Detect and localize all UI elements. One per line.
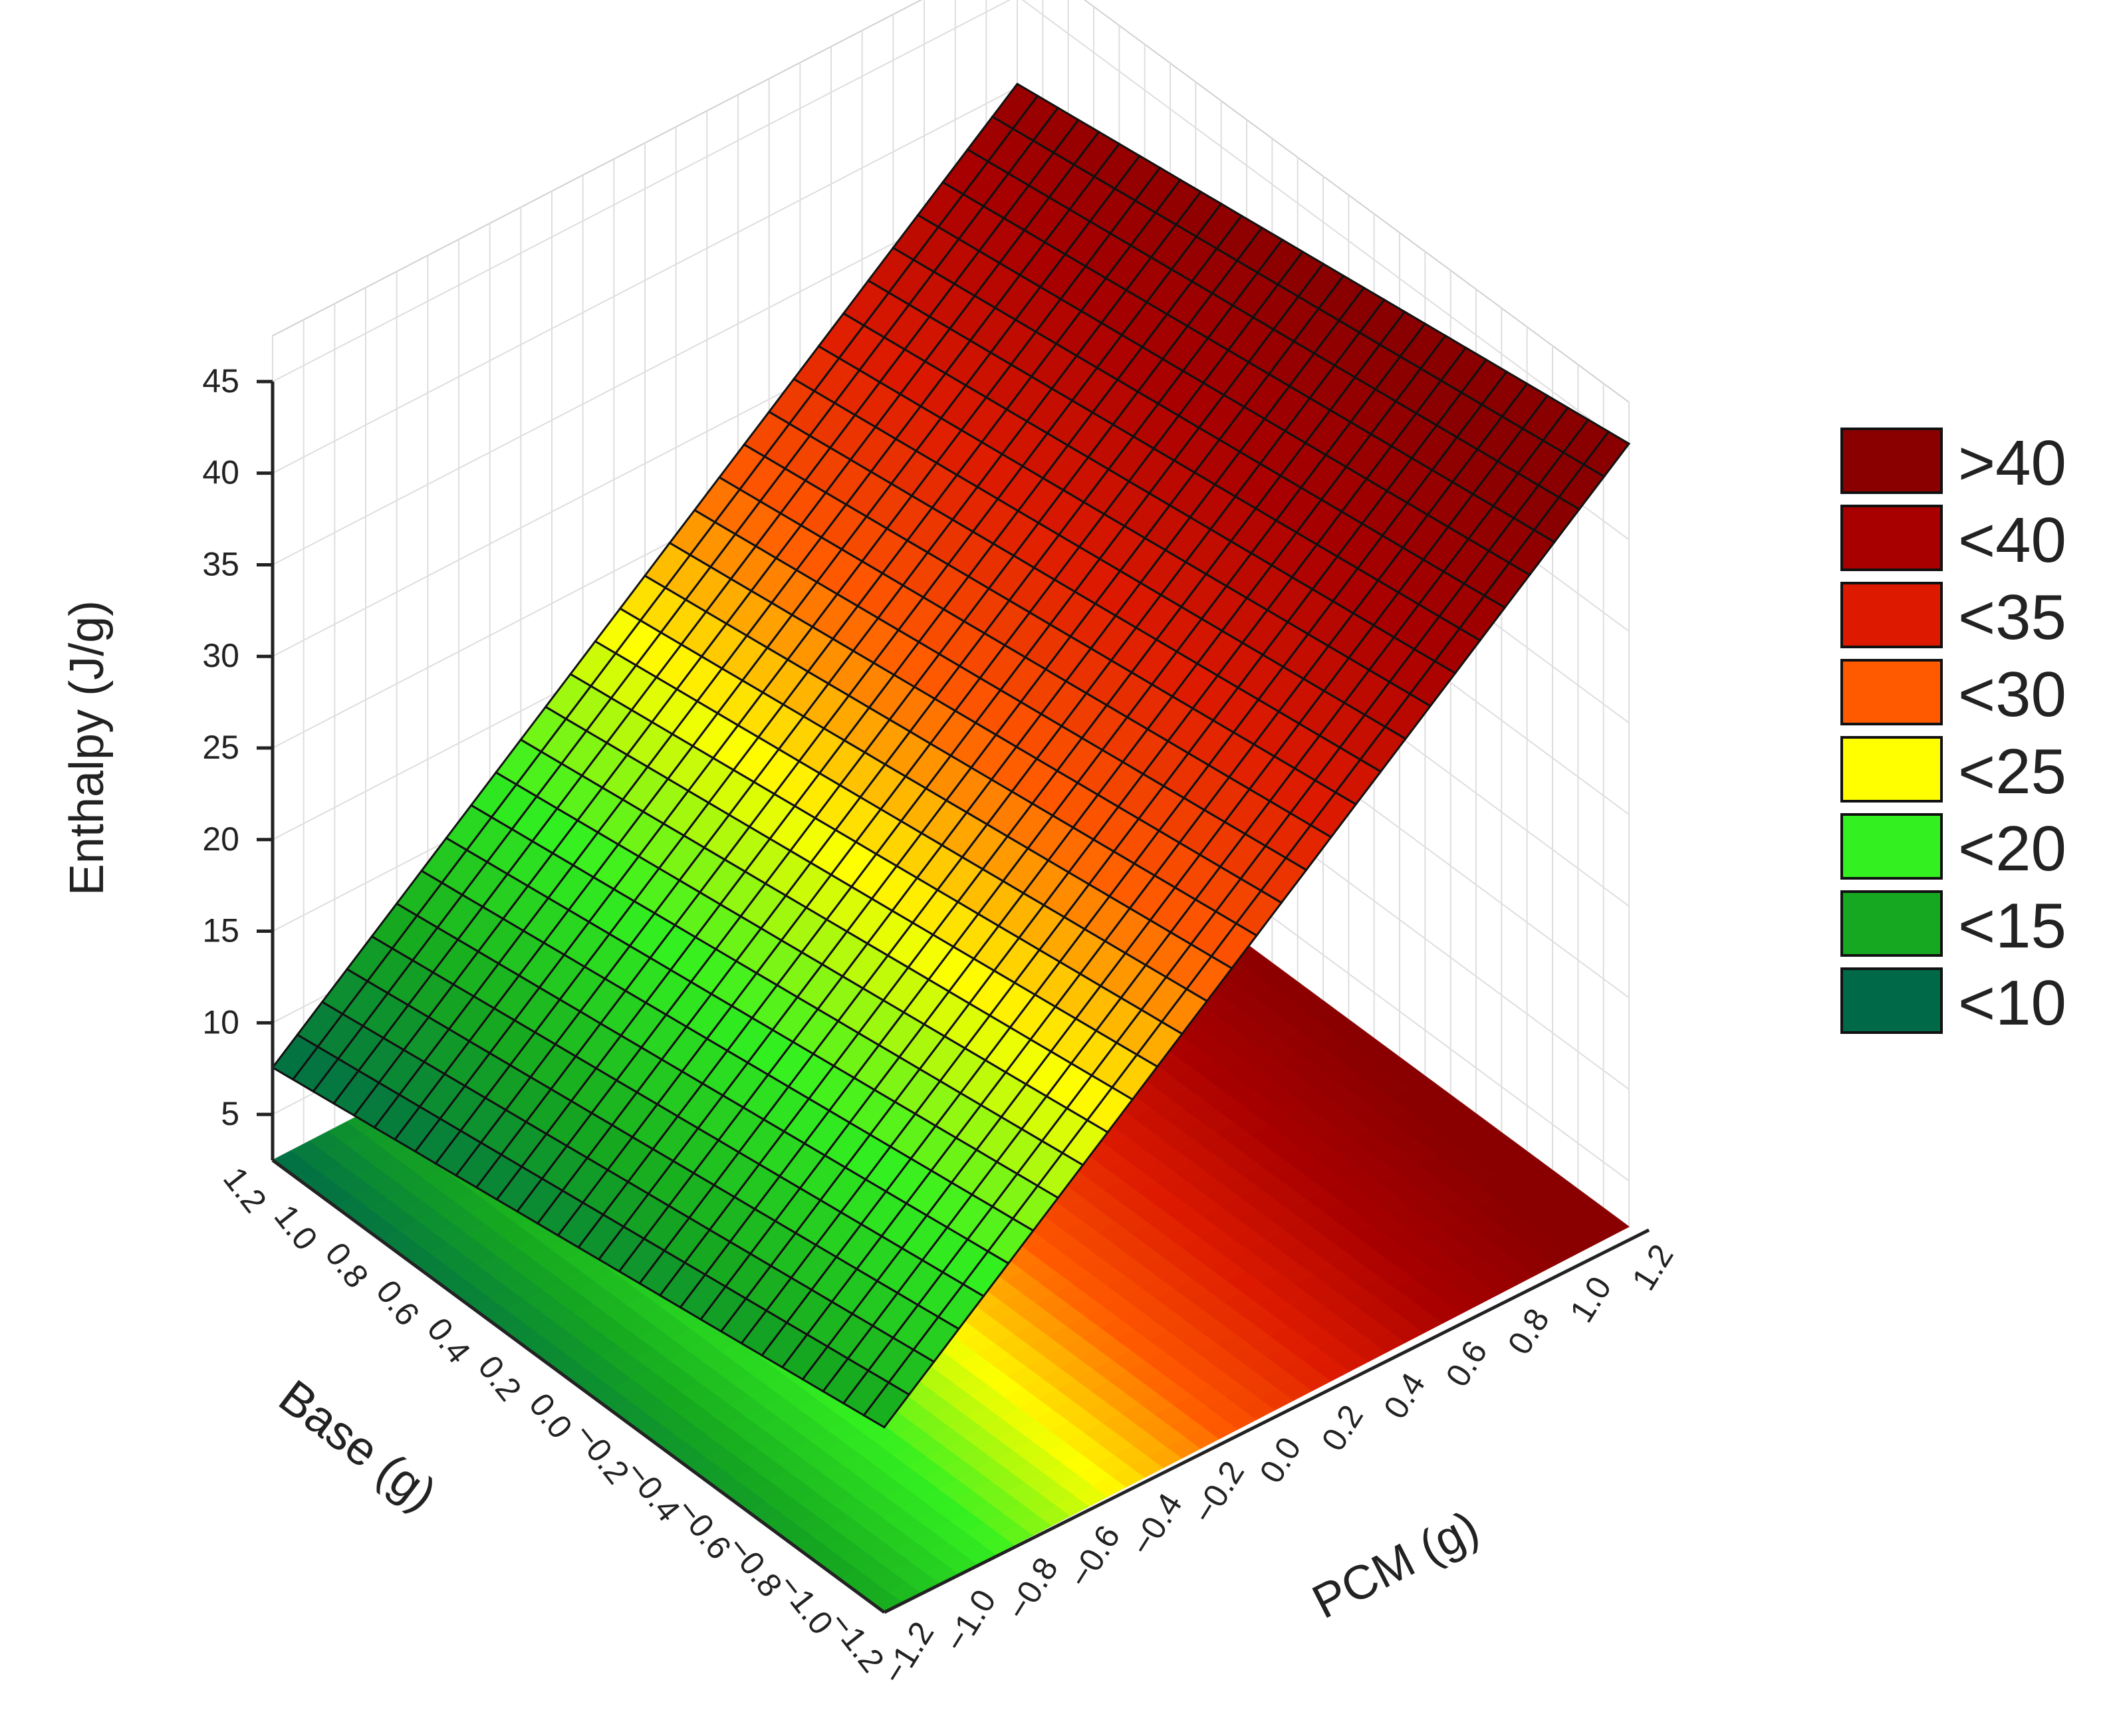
- legend-label: <20: [1958, 813, 2066, 884]
- pcm-axis-title: PCM (g): [1305, 1501, 1487, 1629]
- base-axis-line: [271, 1158, 886, 1614]
- pcm-axis-line: [883, 1228, 1650, 1614]
- pcm-tick-label: 1.0: [1562, 1270, 1618, 1329]
- legend-label: >40: [1958, 428, 2066, 499]
- z-tick-label: 30: [202, 637, 239, 674]
- pcm-tick-label: 1.2: [1624, 1238, 1680, 1297]
- legend-swatch: [1840, 736, 1943, 803]
- legend-label: <25: [1958, 736, 2066, 807]
- surface-cell: [1582, 430, 1631, 478]
- pcm-tick-label: 0.4: [1376, 1366, 1432, 1426]
- legend-swatch: [1840, 582, 1943, 648]
- base-tick-label: 0.6: [369, 1273, 427, 1332]
- base-tick-label: 0.4: [420, 1311, 478, 1370]
- base-tick-label: 1.0: [267, 1198, 325, 1257]
- legend-swatch: [1840, 813, 1943, 880]
- pcm-tick-label: −1.0: [937, 1583, 1003, 1658]
- z-tick-label: 15: [202, 912, 239, 949]
- z-tick-label: 45: [202, 362, 239, 400]
- legend-label: <30: [1958, 659, 2066, 730]
- legend-swatch: [1840, 890, 1943, 957]
- pcm-tick-label: −0.2: [1185, 1455, 1251, 1530]
- pcm-tick-label: 0.2: [1314, 1398, 1370, 1457]
- pcm-tick-label: −0.6: [1061, 1519, 1128, 1594]
- z-tick-label: 10: [202, 1003, 239, 1041]
- legend-swatch: [1840, 967, 1943, 1034]
- base-axis-title: Base (g): [269, 1370, 445, 1521]
- legend-swatch: [1840, 659, 1943, 725]
- pcm-tick-label: −0.4: [1123, 1487, 1189, 1562]
- base-tick-label: 0.2: [471, 1348, 529, 1408]
- base-tick-label: 0.8: [318, 1235, 376, 1295]
- legend-swatch: [1840, 428, 1943, 494]
- z-axis-title: Enthalpy (J/g): [61, 600, 114, 896]
- z-tick-label: 40: [202, 454, 239, 491]
- z-tick-label: 5: [221, 1095, 239, 1132]
- legend-label: <15: [1958, 890, 2066, 961]
- legend: >40<40<35<30<25<20<15<10: [1840, 428, 2066, 1039]
- pcm-tick-label: 0.6: [1438, 1334, 1494, 1394]
- response-surface: [271, 82, 1631, 1429]
- z-tick-label: 20: [202, 820, 239, 858]
- pcm-tick-label: 0.0: [1252, 1431, 1308, 1490]
- z-tick-label: 35: [202, 545, 239, 582]
- pcm-tick-label: 0.8: [1501, 1302, 1557, 1361]
- legend-label: <10: [1958, 967, 2066, 1039]
- grid-line: [272, 0, 1630, 449]
- pcm-tick-label: −0.8: [999, 1551, 1065, 1626]
- base-tick-label: 1.2: [216, 1160, 274, 1219]
- legend-label: <40: [1958, 505, 2066, 576]
- legend-label: <35: [1958, 582, 2066, 653]
- legend-swatch: [1840, 505, 1943, 571]
- z-tick-label: 25: [202, 729, 239, 766]
